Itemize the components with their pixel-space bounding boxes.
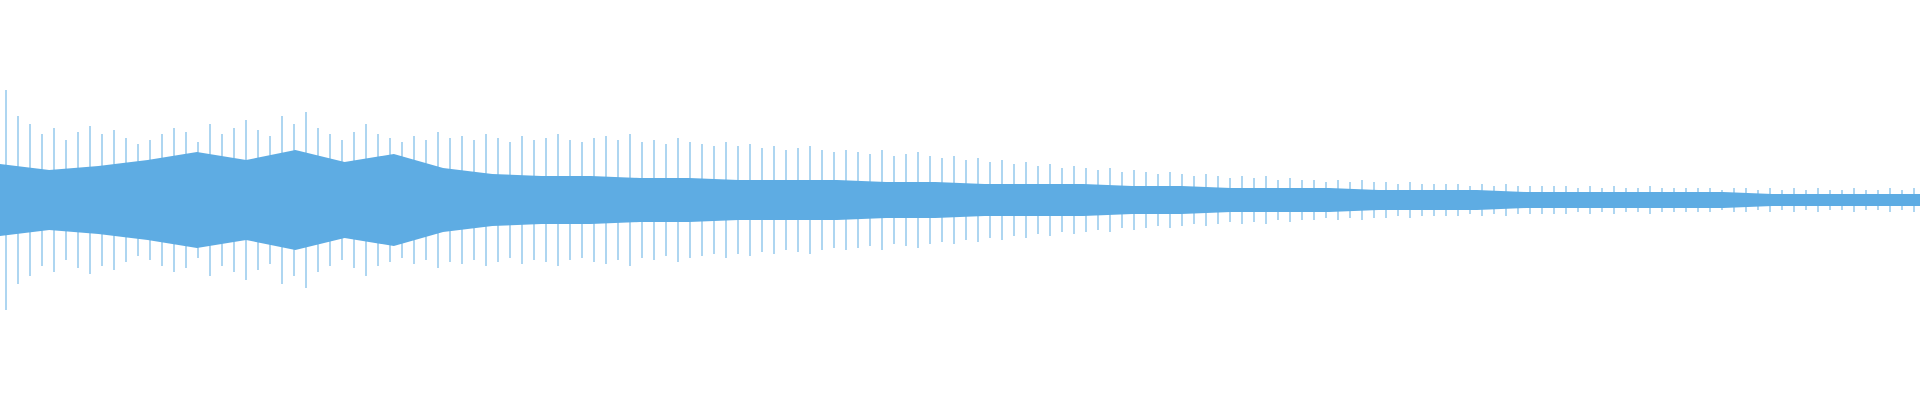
waveform-core xyxy=(0,150,1920,250)
